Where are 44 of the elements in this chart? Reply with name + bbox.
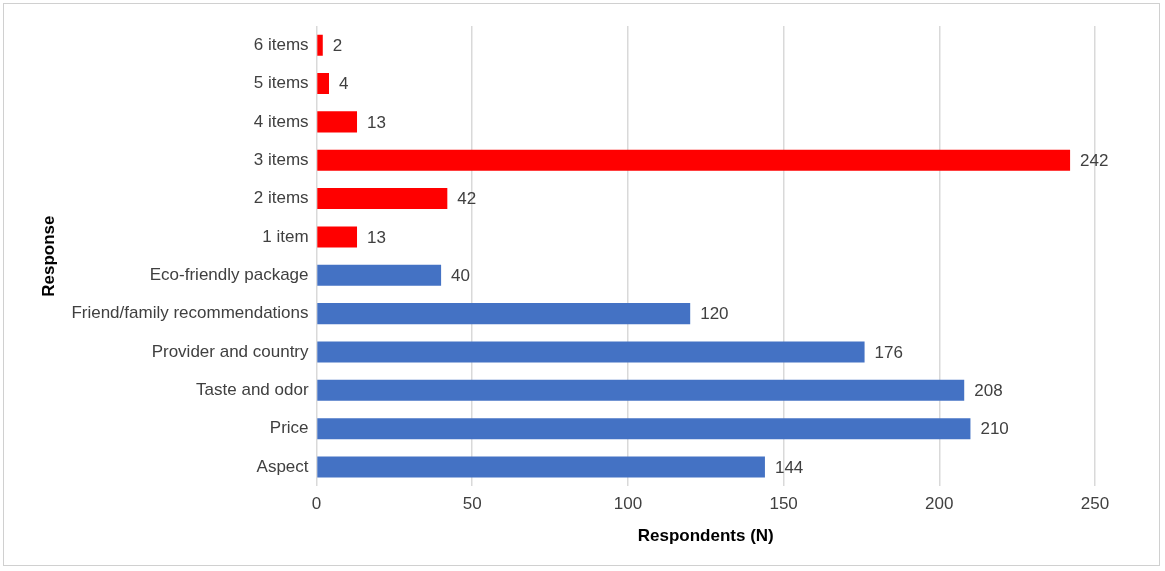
x-tick-label: 0 (311, 494, 322, 514)
data-label: 42 (457, 189, 477, 209)
x-tick-label: 100 (613, 494, 643, 514)
data-label: 242 (1080, 150, 1109, 170)
y-tick-label: 6 items (253, 34, 309, 54)
bar (317, 379, 965, 401)
data-label: 13 (367, 227, 386, 247)
bar (317, 264, 442, 286)
y-tick-label: Provider and country (151, 341, 310, 361)
y-tick-label: Friend/family recommendations (71, 303, 309, 323)
y-tick-label: Aspect (256, 456, 309, 476)
data-label: 2 (332, 35, 343, 55)
data-label: 40 (451, 265, 471, 285)
y-axis-title: Response (38, 215, 58, 297)
bar (317, 149, 1071, 171)
data-label: 120 (700, 304, 729, 324)
data-label: 210 (980, 419, 1009, 439)
y-tick-label: Eco-friendly package (149, 264, 309, 284)
x-tick-label: 250 (1080, 494, 1110, 514)
x-tick-label: 200 (925, 494, 954, 514)
bar (317, 111, 358, 133)
bar (317, 72, 329, 95)
bar (317, 456, 765, 478)
y-tick-label: 2 items (253, 188, 309, 208)
bar (317, 226, 358, 248)
x-axis-title: Respondents (N) (637, 526, 774, 546)
bar (317, 303, 691, 325)
y-tick-label: 1 item (262, 226, 309, 246)
data-label: 4 (339, 74, 349, 94)
bar (317, 341, 865, 363)
data-label: 176 (874, 342, 903, 362)
y-tick-label: Taste and odor (196, 380, 309, 400)
y-tick-label: Price (269, 418, 309, 438)
y-tick-label: 5 items (253, 73, 309, 93)
x-tick-label: 50 (462, 494, 482, 514)
x-tick-label: 150 (769, 494, 798, 514)
data-label: 13 (367, 112, 386, 132)
y-tick-label: 3 items (253, 149, 309, 169)
y-tick-label: 4 items (253, 111, 309, 131)
data-label: 208 (974, 381, 1003, 401)
data-label: 144 (774, 457, 804, 477)
bar (317, 188, 448, 210)
bar (317, 34, 323, 56)
bar (317, 418, 971, 440)
